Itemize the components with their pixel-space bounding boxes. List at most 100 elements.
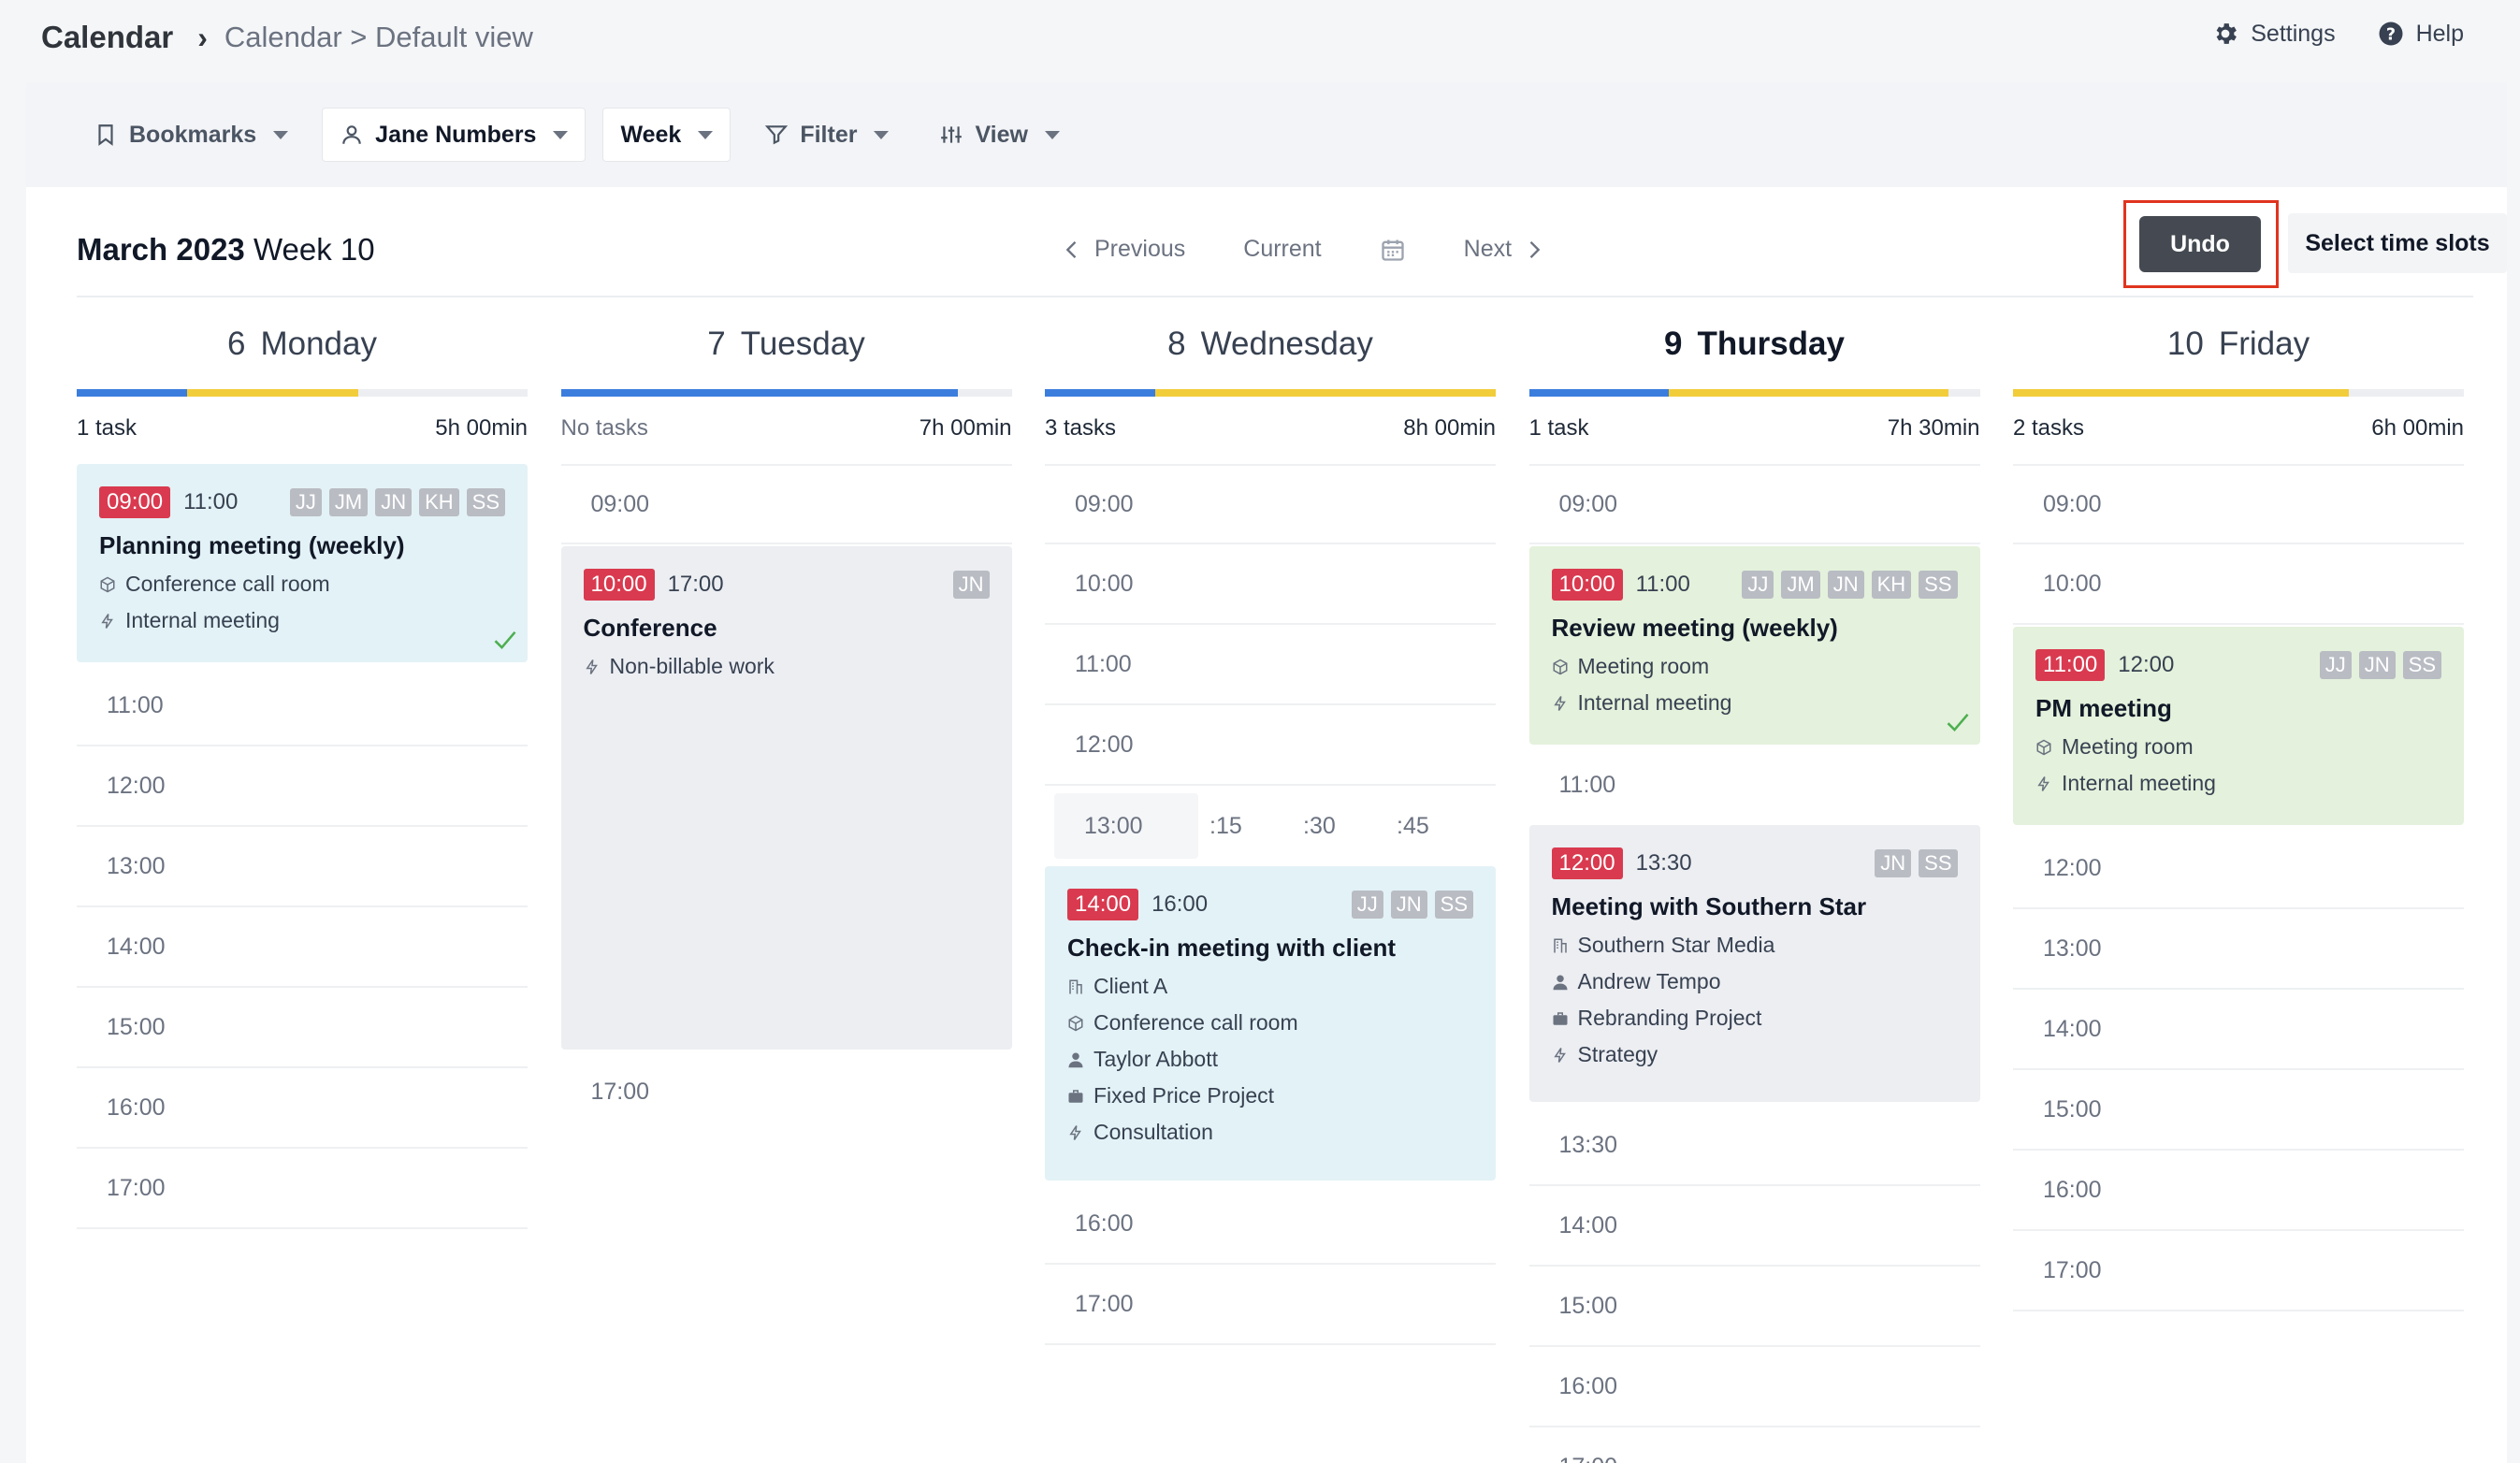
event-start-time: 12:00: [1551, 847, 1623, 879]
event-detail: Southern Star Media: [1552, 933, 1958, 958]
filter-dropdown[interactable]: Filter: [747, 108, 905, 162]
undo-highlight-frame: Undo: [2123, 200, 2279, 288]
view-dropdown[interactable]: View: [922, 108, 1077, 162]
user-dropdown[interactable]: Jane Numbers: [322, 108, 587, 162]
workload-segment-yellow: [1668, 389, 1948, 397]
event-detail-text: Fixed Price Project: [1093, 1083, 1275, 1108]
time-slot[interactable]: 11:00: [1045, 625, 1496, 705]
event-detail-text: Southern Star Media: [1577, 933, 1775, 957]
task-count: 1 task: [1528, 415, 1589, 441]
settings-button[interactable]: Settings: [2211, 20, 2336, 48]
view-label: View: [975, 121, 1028, 148]
event-detail: Non-billable work: [584, 654, 990, 679]
breadcrumb[interactable]: Calendar > Default view: [224, 21, 533, 53]
calendar-event[interactable]: 11:00 12:00 JJ JN SS PM meeting Meeting room In…: [2013, 627, 2464, 825]
time-slot[interactable]: 15:00: [1528, 1267, 1980, 1347]
participant-badge: JJ: [1351, 891, 1383, 919]
event-detail: Client A: [1067, 974, 1473, 999]
time-slot[interactable]: 09:00: [1045, 464, 1496, 544]
bookmarks-label: Bookmarks: [129, 121, 257, 148]
workload-bar: [1528, 389, 1980, 397]
time-slot[interactable]: 13:30: [1528, 1106, 1980, 1186]
event-end-time: 12:00: [2118, 652, 2175, 677]
bolt-icon: [1552, 1047, 1569, 1064]
time-slot[interactable]: 13:00: [77, 827, 528, 907]
date-picker-button[interactable]: [1380, 237, 1406, 263]
day-header[interactable]: 9 Thursday: [1529, 326, 1980, 382]
time-slot[interactable]: 14:00: [2013, 990, 2464, 1070]
bolt-icon: [1552, 695, 1569, 712]
time-slot[interactable]: 16:00: [77, 1068, 528, 1149]
quarter-hour-picker[interactable]: 13:00 :15 :30 :45: [1045, 786, 1496, 866]
time-slot[interactable]: 11:00: [77, 666, 528, 746]
time-slot[interactable]: 15:00: [77, 988, 528, 1068]
undo-button[interactable]: Undo: [2139, 216, 2261, 272]
time-slot[interactable]: 17:00: [590, 1078, 650, 1105]
time-slot[interactable]: 12:00: [2013, 829, 2464, 909]
quarter-slot[interactable]: 13:00: [1054, 793, 1198, 859]
time-slot[interactable]: 13:00: [2013, 909, 2464, 990]
time-slot[interactable]: 12:00: [1045, 705, 1496, 786]
day-header[interactable]: 6 Monday: [77, 326, 528, 382]
calendar-event[interactable]: 10:00 17:00 JN Conference Non-billable work: [560, 546, 1012, 1050]
current-button[interactable]: Current: [1243, 236, 1321, 263]
event-detail: Taylor Abbott: [1067, 1047, 1473, 1072]
event-detail: Andrew Tempo: [1552, 969, 1958, 994]
calendar-event[interactable]: 10:00 11:00 JJ JM JN KH SS Review meeting (week…: [1528, 546, 1980, 745]
time-slot[interactable]: 17:00: [2013, 1231, 2464, 1311]
quarter-slot[interactable]: :45: [1397, 812, 1429, 839]
week-title: March 2023 Week 10: [77, 232, 375, 268]
workload-segment-yellow: [1155, 389, 1496, 397]
building-icon: [1067, 978, 1084, 995]
workload-segment-blue: [1045, 389, 1156, 397]
time-slot[interactable]: 14:00: [1528, 1186, 1980, 1267]
day-stats: 3 tasks 8h 00min: [1045, 415, 1496, 442]
time-slot[interactable]: 16:00: [1045, 1184, 1496, 1265]
time-slot[interactable]: 16:00: [1528, 1347, 1980, 1427]
event-detail-text: Internal meeting: [2062, 771, 2216, 795]
day-header[interactable]: 7 Tuesday: [561, 326, 1012, 382]
calendar-event[interactable]: 09:00 11:00 JJ JM JN KH SS Planning meeting (we…: [77, 464, 528, 662]
event-title: Check-in meeting with client: [1067, 934, 1397, 962]
quarter-slot[interactable]: :15: [1209, 812, 1242, 839]
time-slot[interactable]: 17:00: [1529, 1427, 1980, 1463]
task-count: 2 tasks: [2013, 415, 2085, 441]
next-label: Next: [1463, 236, 1513, 262]
cube-icon: [1552, 659, 1569, 675]
day-number: 7: [707, 326, 726, 362]
event-title: Meeting with Southern Star: [1551, 892, 1867, 920]
time-slot[interactable]: 10:00: [2013, 544, 2464, 625]
time-slot[interactable]: 09:00: [560, 464, 1012, 544]
time-slot[interactable]: 14:00: [77, 907, 528, 988]
time-slot[interactable]: 09:00: [1528, 464, 1980, 544]
day-stats: 1 task 5h 00min: [77, 415, 528, 442]
time-slot[interactable]: 09:00: [2013, 464, 2464, 544]
time-slot[interactable]: 11:00: [1558, 771, 1616, 798]
help-button[interactable]: ? Help: [2377, 20, 2464, 48]
period-dropdown[interactable]: Week: [602, 108, 731, 162]
event-detail: Fixed Price Project: [1067, 1083, 1473, 1108]
event-detail-text: Conference call room: [125, 572, 330, 596]
cube-icon: [1067, 1015, 1084, 1032]
time-slot[interactable]: 17:00: [1045, 1265, 1496, 1345]
previous-button[interactable]: Previous: [1059, 236, 1185, 263]
time-slot[interactable]: 16:00: [2013, 1151, 2464, 1231]
day-header[interactable]: 10 Friday: [2013, 326, 2464, 382]
day-header[interactable]: 8 Wednesday: [1045, 326, 1496, 382]
bookmarks-dropdown[interactable]: Bookmarks: [77, 108, 305, 162]
next-button[interactable]: Next: [1464, 236, 1547, 263]
event-start-time: 09:00: [99, 486, 171, 518]
calendar-event[interactable]: 12:00 13:30 JN SS Meeting with Southern Star…: [1528, 825, 1980, 1102]
app-title[interactable]: Calendar: [41, 20, 174, 54]
day-stats: No tasks 7h 00min: [561, 415, 1012, 442]
event-detail-text: Conference call room: [1093, 1010, 1298, 1035]
calendar-event[interactable]: 14:00 16:00 JJ JN SS Check-in meeting with cl…: [1045, 866, 1496, 1181]
select-time-slots-button[interactable]: Select time slots: [2288, 213, 2507, 273]
quarter-slot[interactable]: :30: [1303, 812, 1336, 839]
time-slot[interactable]: 12:00: [77, 746, 528, 827]
time-slot[interactable]: 15:00: [2013, 1070, 2464, 1151]
event-detail: Internal meeting: [99, 608, 505, 633]
time-slot[interactable]: 10:00: [1045, 544, 1496, 625]
day-stats: 2 tasks 6h 00min: [2013, 415, 2464, 442]
time-slot[interactable]: 17:00: [77, 1149, 528, 1229]
